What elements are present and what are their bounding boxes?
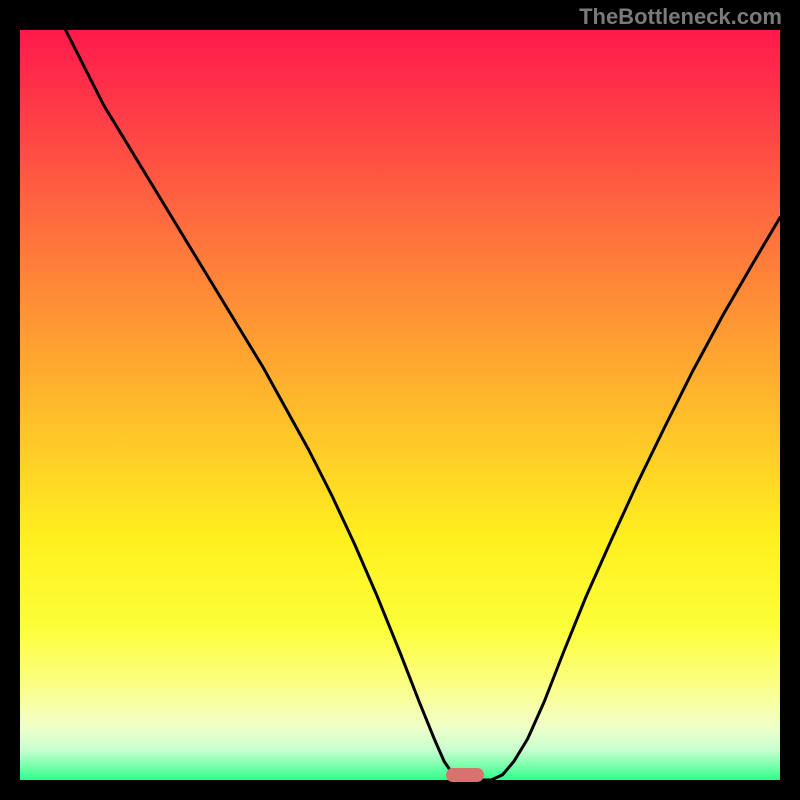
optimal-marker <box>446 768 484 782</box>
plot-area <box>20 30 780 780</box>
chart-container: TheBottleneck.com <box>0 0 800 800</box>
bottleneck-curve <box>20 30 780 780</box>
watermark-text: TheBottleneck.com <box>579 4 782 30</box>
